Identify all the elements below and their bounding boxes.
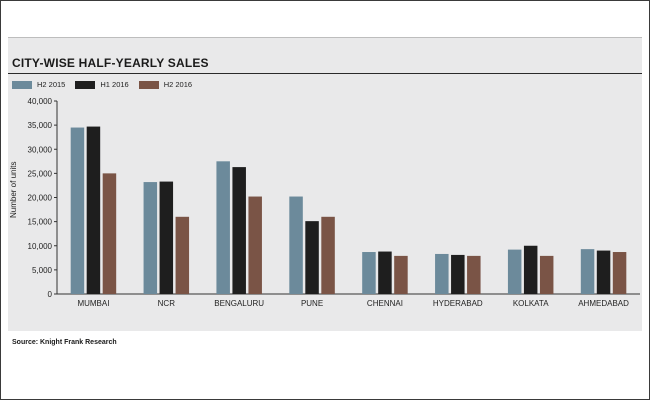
legend-swatch-series-2 [75,80,96,89]
bar-ncr-series-2 [159,181,174,294]
bar-chennai-series-1 [362,252,376,294]
y-tick-label: 40,000 [28,97,53,106]
bar-ahmedabad-series-3 [612,252,627,294]
bar-hyderabad-series-1 [435,253,449,294]
source-note: Source: Knight Frank Research [12,339,117,346]
bar-mumbai-series-2 [86,126,101,294]
title-top-rule [8,37,642,38]
legend-swatch-series-1 [12,80,32,89]
legend-swatch-series-3 [138,80,159,89]
y-tick-label: 15,000 [28,218,53,227]
y-tick-label: 20,000 [28,194,53,203]
y-tick-label: 30,000 [28,145,53,154]
x-category-label: NCR [158,299,176,308]
bar-hyderabad-series-2 [451,254,465,294]
bar-pune-series-1 [289,196,303,294]
bar-mumbai-series-1 [70,127,85,294]
x-category-label: AHMEDABAD [578,299,629,308]
bar-chennai-series-3 [394,255,408,294]
bar-chennai-series-2 [378,251,392,294]
y-tick-label: 10,000 [28,242,53,251]
bar-ahmedabad-series-1 [580,249,595,294]
bar-mumbai-series-3 [102,173,117,294]
y-tick-label: 25,000 [28,169,53,178]
bar-bengaluru-series-3 [248,196,262,294]
x-category-label: MUMBAI [77,299,109,308]
x-category-label: CHENNAI [367,299,403,308]
title-underline [8,73,642,74]
legend-label-series-2: H1 2016 [100,80,129,89]
legend-item-series-3: H2 2016 [138,80,193,89]
x-category-label: PUNE [301,299,323,308]
legend-item-series-1: H2 2015 [12,80,65,89]
y-tick-label: 5,000 [32,266,53,275]
bar-ahmedabad-series-2 [596,250,611,294]
y-tick-label: 35,000 [28,121,53,130]
bar-bengaluru-series-1 [216,161,230,294]
bar-ncr-series-1 [143,182,158,294]
bar-pune-series-3 [321,216,335,294]
x-category-label: KOLKATA [513,299,549,308]
x-category-label: HYDERABAD [433,299,483,308]
bar-hyderabad-series-3 [467,255,481,294]
x-category-label: BENGALURU [214,299,264,308]
chart-title: CITY-WISE HALF-YEARLY SALES [12,56,209,70]
bar-kolkata-series-3 [539,255,554,294]
bar-kolkata-series-1 [507,249,522,294]
legend-label-series-3: H2 2016 [163,80,193,89]
bar-kolkata-series-2 [523,245,538,294]
bar-ncr-series-3 [175,216,190,294]
bar-bengaluru-series-2 [232,167,246,294]
bar-pune-series-2 [305,221,319,294]
legend-item-series-2: H1 2016 [75,80,129,89]
y-tick-label: 0 [48,290,53,299]
chart-legend: H2 2015 H1 2016 H2 2016 [12,80,192,89]
legend-label-series-1: H2 2015 [37,80,66,89]
